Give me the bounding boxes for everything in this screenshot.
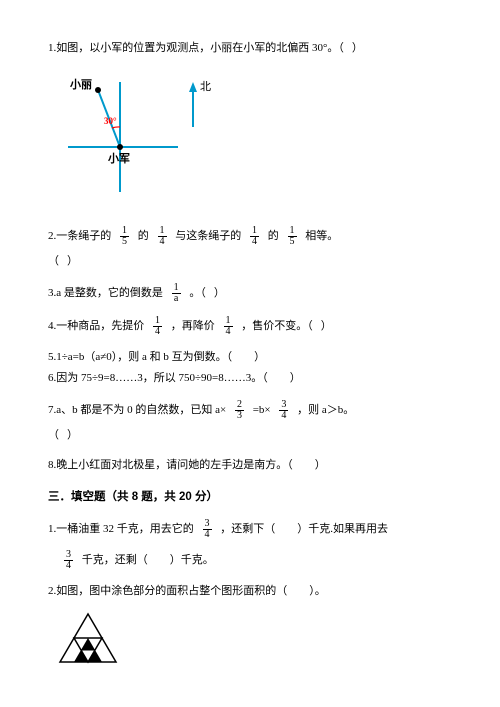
q2-f2: 14 (158, 226, 167, 247)
figure-fq2 (58, 612, 452, 671)
q3-f: 1a (172, 283, 181, 304)
q3-a: 3.a 是整数，它的倒数是 (48, 287, 163, 299)
fq1-c: 千克，还剩（ ）千克。 (82, 554, 214, 566)
fill-question-2: 2.如图，图中涂色部分的面积占整个图形面积的（ ）。 (48, 583, 452, 601)
fq1-f2: 34 (64, 550, 73, 571)
shade-right (88, 650, 102, 662)
north-label: 北 (200, 80, 211, 93)
fq1-f1: 34 (203, 519, 212, 540)
question-3: 3.a 是整数，它的倒数是 1a 。（ ） (48, 283, 452, 304)
q2-f3: 14 (250, 226, 259, 247)
question-6: 6.因为 75÷9=8……3，所以 750÷90=8……3。（ ） (48, 370, 452, 388)
fill-question-1: 1.一桶油重 32 千克，用去它的 34 ，还剩下（ ）千克.如果再用去 34 … (48, 519, 452, 571)
xiaoli-label: 小丽 (69, 77, 92, 91)
q7-a: 7.a、b 都是不为 0 的自然数，已知 a× (48, 404, 226, 416)
q7-f2: 34 (279, 400, 288, 421)
question-5: 5.1÷a=b（a≠0），则 a 和 b 互为倒数。（ ） (48, 349, 452, 367)
north-arrow (189, 82, 197, 92)
angle-label: 30° (104, 116, 117, 126)
q2-f1: 15 (120, 226, 129, 247)
figure-q1: 北 30° 小丽 小军 (58, 72, 452, 209)
q4-d: ） (321, 320, 332, 332)
q4-b: ，再降价 (171, 320, 215, 332)
question-1: 1.如图，以小军的位置为观测点，小丽在小军的北偏西 30°。（ ） (48, 40, 452, 58)
question-2: 2.一条绳子的 15 的 14 与这条绳子的 14 的 15 相等。 （ ） (48, 226, 452, 271)
q1-text-a: 1.如图，以小军的位置为观测点，小丽在小军的北偏西 30°。（ (48, 42, 344, 54)
q7-b: =b× (253, 404, 271, 416)
q2-c: 与这条绳子的 (175, 230, 241, 242)
q4-a: 4.一种商品，先提价 (48, 320, 144, 332)
q4-f2: 14 (224, 316, 233, 337)
dot-xiaojun (117, 144, 123, 150)
section-3-title: 三．填空题（共 8 题，共 20 分） (48, 488, 452, 506)
question-8: 8.晚上小红面对北极星，请问她的左手边是南方。（ ） (48, 457, 452, 475)
q2-f4: 15 (288, 226, 297, 247)
q2-e: 相等。 (305, 230, 338, 242)
fq1-a: 1.一桶油重 32 千克，用去它的 (48, 523, 194, 535)
q7-c: ，则 a＞b。 (297, 404, 354, 416)
q7-f1: 23 (235, 400, 244, 421)
q3-c: ） (214, 287, 225, 299)
q2-d: 的 (268, 230, 279, 242)
angle-arc (112, 127, 120, 128)
q2-a: 2.一条绳子的 (48, 230, 111, 242)
q4-f1: 14 (153, 316, 162, 337)
shade-top (81, 638, 95, 650)
q5-text: 5.1÷a=b（a≠0），则 a 和 b 互为倒数。（ ） (48, 351, 265, 363)
q3-b: 。（ (189, 287, 206, 299)
q6-text: 6.因为 75÷9=8……3，所以 750÷90=8……3。（ ） (48, 372, 301, 384)
shade-left (74, 650, 88, 662)
q1-text-b: ） (352, 42, 363, 54)
q2-pa: （ (48, 255, 59, 267)
q2-pb: ） (67, 255, 78, 267)
triangle-diagram (58, 612, 118, 664)
fq2-text: 2.如图，图中涂色部分的面积占整个图形面积的（ ）。 (48, 585, 326, 597)
q8-text: 8.晚上小红面对北极星，请问她的左手边是南方。（ ） (48, 459, 326, 471)
question-4: 4.一种商品，先提价 14 ，再降价 14 ，售价不变。（ ） (48, 316, 452, 337)
dot-xiaoli (95, 87, 101, 93)
q4-c: ，售价不变。（ (241, 320, 313, 332)
xiaojun-label: 小军 (107, 151, 130, 165)
q7-pb: ） (67, 429, 78, 441)
q2-b: 的 (138, 230, 149, 242)
q1-diagram: 北 30° 小丽 小军 (58, 72, 238, 202)
q7-pa: （ (48, 429, 59, 441)
fq1-b: ，还剩下（ ）千克.如果再用去 (220, 523, 388, 535)
question-7: 7.a、b 都是不为 0 的自然数，已知 a× 23 =b× 34 ，则 a＞b… (48, 400, 452, 445)
